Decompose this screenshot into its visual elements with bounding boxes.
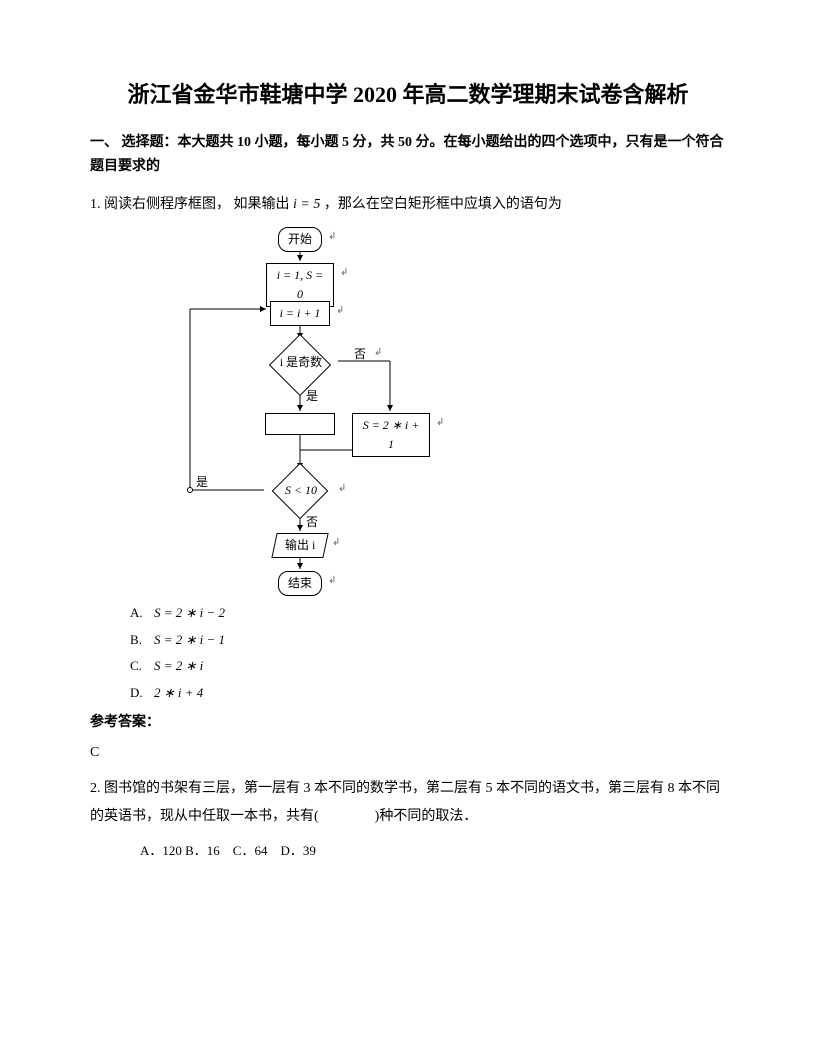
ret-mark: ↲: [338, 481, 346, 497]
fc-end: 结束: [278, 571, 322, 596]
fc-odd-text: i 是奇数: [256, 353, 346, 372]
ret-mark: ↲: [332, 535, 340, 551]
q1-prefix: 1. 阅读右侧程序框图， 如果输出: [90, 197, 290, 212]
ret-mark: ↲: [436, 415, 444, 431]
option-d: D.2 ∗ i + 4: [130, 683, 726, 704]
fc-inc: i = i + 1: [270, 301, 330, 326]
question-1: 1. 阅读右侧程序框图， 如果输出 i = 5 ，那么在空白矩形框中应填入的语句…: [90, 194, 726, 216]
option-c: C.S = 2 ∗ i: [130, 656, 726, 677]
flowchart-container: 开始 ↲ i = 1, S = 0 ↲ i = i + 1 ↲ i 是奇数 是 …: [170, 225, 490, 595]
fc-no2: 否: [306, 513, 318, 532]
ret-mark: ↲: [340, 265, 348, 281]
fc-output: 输出 i: [271, 533, 328, 558]
q1-condition: i = 5: [293, 197, 320, 212]
question-2: 2. 图书馆的书架有三层，第一层有 3 本不同的数学书，第二层有 5 本不同的语…: [90, 775, 726, 831]
ret-mark: ↲: [328, 229, 336, 245]
option-a: A.S = 2 ∗ i − 2: [130, 603, 726, 624]
fc-yes1: 是: [306, 387, 318, 406]
ret-mark: ↲: [336, 303, 344, 319]
fc-calc-right: S = 2 ∗ i + 1: [352, 413, 430, 457]
q1-answer: C: [90, 742, 726, 764]
ret-mark: ↲: [374, 345, 382, 361]
section-heading: 一、 选择题：本大题共 10 小题，每小题 5 分，共 50 分。在每小题给出的…: [90, 131, 726, 179]
option-b: B.S = 2 ∗ i − 1: [130, 630, 726, 651]
fc-start: 开始: [278, 227, 322, 252]
page-title: 浙江省金华市鞋塘中学 2020 年高二数学理期末试卷含解析: [90, 80, 726, 111]
ret-mark: ↲: [328, 573, 336, 589]
q1-options: A.S = 2 ∗ i − 2 B.S = 2 ∗ i − 1 C.S = 2 …: [130, 603, 726, 704]
fc-yes2: 是: [196, 473, 208, 492]
answer-label: 参考答案：: [90, 712, 726, 734]
fc-cond-text: S < 10: [256, 481, 346, 500]
fc-empty-box: [265, 413, 335, 435]
fc-no1: 否: [354, 345, 366, 364]
q2-options: A．120 B．16 C．64 D．39: [140, 841, 726, 862]
flowchart: 开始 ↲ i = 1, S = 0 ↲ i = i + 1 ↲ i 是奇数 是 …: [170, 225, 470, 595]
q1-suffix: ，那么在空白矩形框中应填入的语句为: [324, 197, 562, 212]
